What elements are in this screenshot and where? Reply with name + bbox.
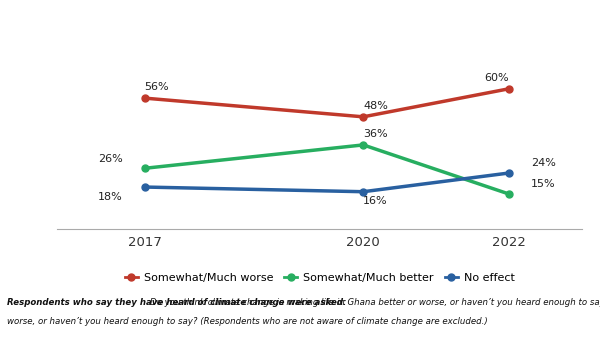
Text: worse, or haven’t you heard enough to say? (Respondents who are not aware of cli: worse, or haven’t you heard enough to sa… <box>7 317 488 326</box>
Legend: Somewhat/Much worse, Somewhat/Much better, No effect: Somewhat/Much worse, Somewhat/Much bette… <box>120 268 519 287</box>
Text: AFROBAROMETER: AFROBAROMETER <box>425 15 593 33</box>
Text: Respondents who say they have heard of climate change were asked:: Respondents who say they have heard of c… <box>7 298 347 307</box>
Text: 36%: 36% <box>363 129 388 139</box>
Text: 24%: 24% <box>531 158 556 168</box>
Text: 16%: 16% <box>363 196 388 206</box>
Text: 48%: 48% <box>363 101 388 111</box>
Text: | Ghana | 2017-2022: | Ghana | 2017-2022 <box>215 16 371 32</box>
Text: 26%: 26% <box>98 154 122 164</box>
Text: 60%: 60% <box>484 73 509 83</box>
Text: 18%: 18% <box>98 192 122 202</box>
Text: Effects of climate change: Effects of climate change <box>7 17 217 32</box>
Text: 56%: 56% <box>145 82 169 92</box>
Text: 15%: 15% <box>531 179 556 189</box>
Text: Do you think climate change is making life in Ghana better or worse, or haven’t : Do you think climate change is making li… <box>7 298 600 307</box>
